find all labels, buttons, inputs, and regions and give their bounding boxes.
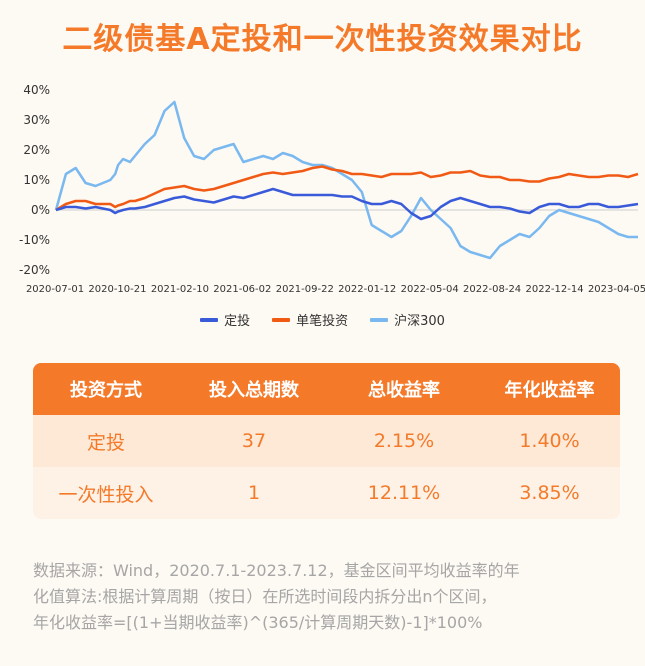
footnote: 数据来源：Wind，2020.7.1-2023.7.12，基金区间平均收益率的年… xyxy=(33,558,623,636)
chart-legend: 定投 单笔投资 沪深300 xyxy=(0,310,645,329)
y-tick-label: -10% xyxy=(19,233,50,247)
table-cell: 1.40% xyxy=(519,430,580,452)
series-line-0 xyxy=(55,187,639,221)
comparison-table: 投资方式 投入总期数 总收益率 年化收益率 定投 37 2.15% 1.40% … xyxy=(33,363,620,519)
x-tick-label: 2020-07-01 xyxy=(26,284,84,295)
legend-swatch-dingtou xyxy=(200,317,219,322)
x-tick-label: 2021-09-22 xyxy=(276,284,334,295)
y-tick-label: 20% xyxy=(23,143,50,157)
footnote-line: 年化收益率=[(1+当期收益率)^(365/计算周期天数)-1]*100% xyxy=(33,613,483,632)
legend-item-dingtou: 定投 xyxy=(200,310,250,329)
y-tick-label: 30% xyxy=(23,113,50,127)
series-line-2 xyxy=(54,100,638,260)
table-row: 一次性投入 1 12.11% 3.85% xyxy=(33,467,620,519)
table-cell: 定投 xyxy=(86,431,125,454)
legend-label: 沪深300 xyxy=(394,314,445,329)
table-cell: 3.85% xyxy=(519,482,580,504)
header-cell: 年化收益率 xyxy=(504,380,595,401)
header-cell: 投入总期数 xyxy=(209,380,299,401)
legend-item-hs300: 沪深300 xyxy=(370,310,445,329)
y-tick-label: 40% xyxy=(23,83,50,97)
legend-swatch-danbi xyxy=(272,317,291,322)
legend-item-danbi: 单笔投资 xyxy=(272,310,348,329)
legend-label: 单笔投资 xyxy=(296,314,349,329)
table-row: 定投 37 2.15% 1.40% xyxy=(33,415,620,467)
header-cell: 投资方式 xyxy=(70,380,142,401)
x-tick-label: 2022-08-24 xyxy=(463,284,521,295)
y-tick-label: 10% xyxy=(23,173,50,187)
table-cell: 1 xyxy=(247,482,261,504)
table-cell: 一次性投入 xyxy=(58,483,154,506)
x-tick-label: 2022-12-14 xyxy=(525,284,583,295)
x-tick-label: 2020-10-21 xyxy=(88,284,146,295)
table-cell: 37 xyxy=(241,430,267,452)
x-tick-label: 2022-01-12 xyxy=(338,284,396,295)
footnote-line: 数据来源：Wind，2020.7.1-2023.7.12，基金区间平均收益率的年 xyxy=(33,561,520,580)
y-tick-label: 0% xyxy=(31,203,50,217)
x-tick-label: 2021-02-10 xyxy=(151,284,209,295)
footnote-line: 化值算法:根据计算周期（按日）在所选时间段内拆分出n个区间， xyxy=(33,587,497,606)
x-tick-label: 2022-05-04 xyxy=(401,284,459,295)
y-tick-label: -20% xyxy=(19,263,50,277)
legend-swatch-hs300 xyxy=(370,317,389,322)
table-header: 投资方式 投入总期数 总收益率 年化收益率 xyxy=(33,363,620,415)
table-cell: 2.15% xyxy=(373,430,435,452)
page-title: 二级债基A定投和一次性投资效果对比 xyxy=(62,22,583,57)
line-chart: 40% 30% 20% 10% 0% -10% -20% 2020-07-01 2020-10-… xyxy=(19,83,645,295)
x-tick-label: 2021-06-02 xyxy=(213,284,271,295)
series-line-1 xyxy=(55,165,639,212)
table-cell: 12.11% xyxy=(367,482,441,504)
header-cell: 总收益率 xyxy=(368,380,440,401)
x-tick-label: 2023-04-05 xyxy=(588,284,645,295)
legend-label: 定投 xyxy=(224,314,251,329)
